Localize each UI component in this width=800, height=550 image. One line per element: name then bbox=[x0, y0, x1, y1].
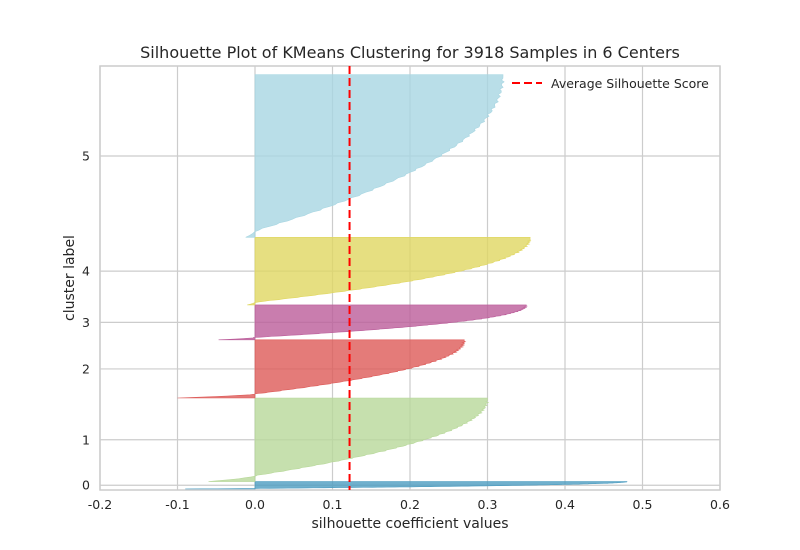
x-tick-label: 0.3 bbox=[478, 497, 498, 512]
legend: Average Silhouette Score bbox=[512, 76, 709, 91]
cluster-0-area bbox=[185, 481, 628, 490]
x-tick-label: 0.6 bbox=[710, 497, 730, 512]
chart-title: Silhouette Plot of KMeans Clustering for… bbox=[140, 43, 680, 62]
cluster-4-area bbox=[247, 236, 532, 306]
x-tick-label: -0.2 bbox=[88, 497, 112, 512]
legend-label: Average Silhouette Score bbox=[551, 76, 709, 91]
x-tick-label: 0.0 bbox=[245, 497, 265, 512]
x-axis-label: silhouette coefficient values bbox=[312, 516, 509, 532]
x-tick-label: 0.1 bbox=[323, 497, 343, 512]
cluster-1-area bbox=[208, 397, 490, 482]
cluster-5-area bbox=[245, 74, 505, 238]
x-tick-labels: -0.2 -0.1 0.0 0.1 0.2 0.3 0.4 0.5 0.6 bbox=[88, 497, 730, 512]
x-tick-label: 0.5 bbox=[633, 497, 653, 512]
y-tick-label: 2 bbox=[82, 361, 90, 376]
cluster-areas bbox=[177, 74, 628, 490]
x-tick-label: 0.4 bbox=[555, 497, 575, 512]
y-axis-label: cluster label bbox=[62, 235, 78, 321]
y-tick-label: 4 bbox=[82, 264, 90, 279]
x-tick-label: -0.1 bbox=[165, 497, 189, 512]
y-tick-label: 3 bbox=[82, 315, 90, 330]
cluster-3-area bbox=[218, 304, 528, 341]
y-tick-labels: 0 1 2 3 4 5 bbox=[82, 148, 90, 492]
x-tick-label: 0.2 bbox=[400, 497, 420, 512]
cluster-2-area bbox=[177, 339, 467, 399]
y-tick-label: 1 bbox=[82, 432, 90, 447]
y-tick-label: 5 bbox=[82, 148, 90, 163]
y-tick-label: 0 bbox=[82, 478, 90, 493]
